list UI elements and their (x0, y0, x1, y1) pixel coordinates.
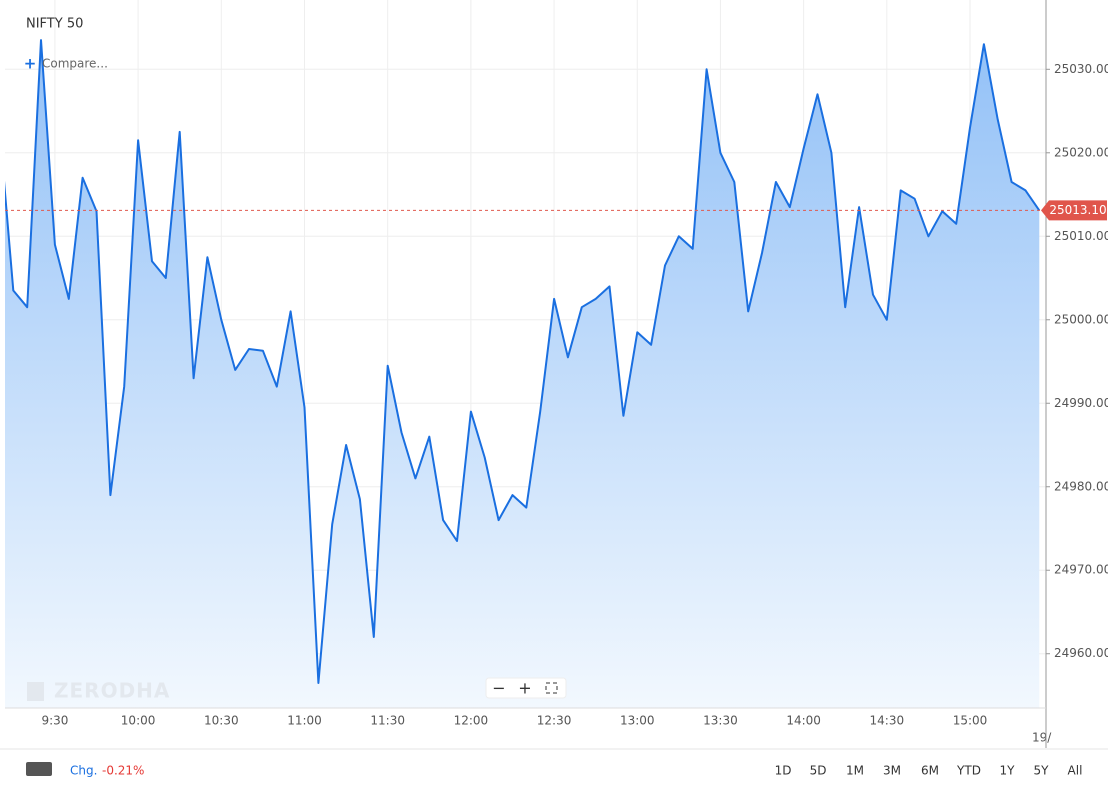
x-tick-label: 12:00 (454, 714, 489, 728)
keyboard-icon[interactable] (26, 762, 52, 776)
range-button[interactable]: 1Y (1000, 764, 1016, 778)
y-tick-label: 24960.00 (1054, 646, 1108, 660)
zoom-out[interactable]: − (492, 679, 505, 698)
y-tick-label: 25010.00 (1054, 229, 1108, 243)
axes: 24960.00 24970.00 24980.00 24990.00 25000.00… (41, 62, 1108, 745)
last-price-label: 25013.10 (1049, 203, 1106, 217)
watermark-logo (27, 682, 44, 701)
range-button[interactable]: 3M (883, 764, 901, 778)
x-tick-label: 14:00 (786, 714, 821, 728)
range-button[interactable]: 5D (810, 764, 827, 778)
fullscreen[interactable] (545, 682, 558, 694)
area-fill (5, 40, 1040, 708)
x-tick-label: 12:30 (537, 714, 572, 728)
watermark: ZERODHA (54, 679, 170, 703)
range-button[interactable]: 1D (775, 764, 792, 778)
plot-area (5, 39, 1041, 708)
range-button[interactable]: 6M (921, 764, 939, 778)
range-button[interactable]: 5Y (1034, 764, 1050, 778)
x-date-label: 19/ (1032, 731, 1052, 745)
change-label: Chg. (70, 764, 97, 778)
last-price-tag (1041, 200, 1107, 221)
x-tick-label: 11:30 (370, 714, 405, 728)
zoom-in[interactable]: + (518, 679, 531, 698)
range-button[interactable]: 1M (846, 764, 864, 778)
y-tick-label: 24990.00 (1054, 396, 1108, 410)
x-tick-label: 10:30 (204, 714, 239, 728)
x-tick-label: 11:00 (287, 714, 322, 728)
x-tick-label: 10:00 (121, 714, 156, 728)
y-tick-label: 25030.00 (1054, 62, 1108, 76)
y-tick-label: 25000.00 (1054, 312, 1108, 326)
y-tick-label: 24980.00 (1054, 479, 1108, 493)
price-line (5, 39, 1041, 684)
x-tick-label: 9:30 (41, 714, 68, 728)
range-button[interactable]: All (1068, 764, 1083, 778)
x-tick-label: 15:00 (953, 714, 988, 728)
y-tick-label: 24970.00 (1054, 563, 1108, 577)
change-value: -0.21% (102, 764, 144, 778)
x-tick-label: 14:30 (870, 714, 905, 728)
compare-button[interactable]: Compare... (42, 57, 108, 71)
instrument-title: NIFTY 50 (26, 17, 83, 32)
compare-icon[interactable]: + (24, 55, 37, 73)
x-tick-label: 13:00 (620, 714, 655, 728)
range-button[interactable]: YTD (956, 764, 981, 778)
range-selector: 1D 5D 1M 3M 6M YTD 1Y 5Y All (775, 764, 1083, 778)
x-tick-label: 13:30 (703, 714, 738, 728)
y-tick-label: 25020.00 (1054, 145, 1108, 159)
